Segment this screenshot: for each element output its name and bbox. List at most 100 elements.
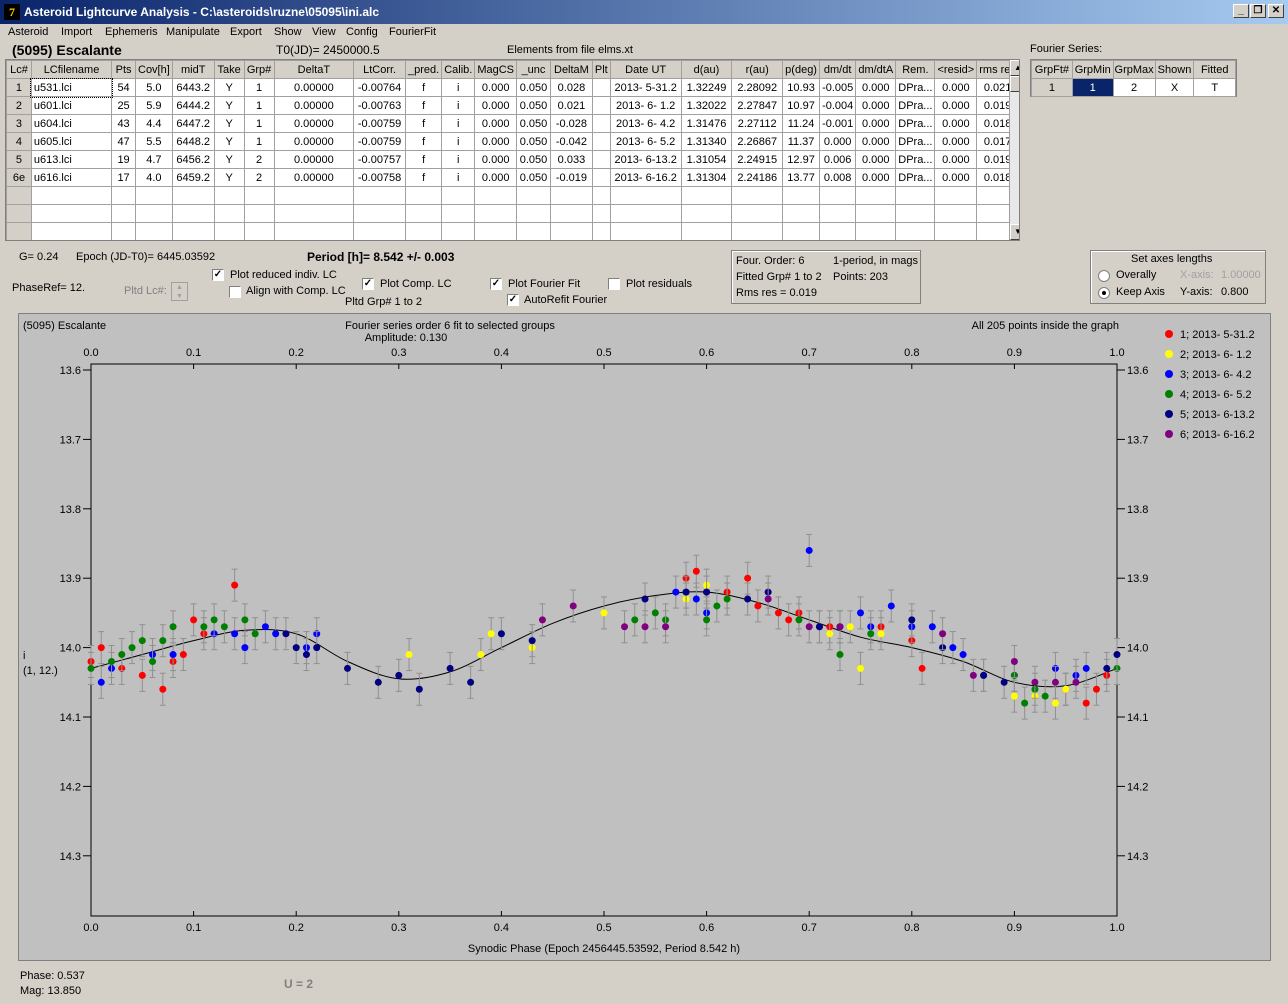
grid-cell[interactable]: 1.32022 [680, 96, 733, 115]
grid-cell-empty[interactable] [895, 204, 936, 223]
grid-cell[interactable]: 43 [111, 114, 136, 133]
grid-cell[interactable]: 0.050 [516, 78, 551, 97]
grid-cell[interactable]: i [441, 150, 476, 169]
grid-col-header[interactable]: rms res [976, 60, 1019, 79]
grid-cell[interactable]: 2013- 6- 1.2 [609, 96, 682, 115]
grid-cell-empty[interactable] [819, 204, 857, 223]
grid-cell-empty[interactable] [273, 204, 355, 223]
grid-cell[interactable]: 0.000 [934, 78, 978, 97]
grid-cell[interactable]: 11.37 [782, 132, 821, 151]
grid-cell[interactable]: 0.028 [549, 78, 593, 97]
grid-col-header[interactable]: LtCorr. [353, 60, 407, 79]
grid-cell[interactable]: 0.000 [855, 150, 897, 169]
lightcurve-plot[interactable]: (5095) Escalante Fourier series order 6 … [18, 313, 1271, 961]
grid-cell-empty[interactable] [819, 186, 857, 205]
grid-cell[interactable]: f [405, 96, 443, 115]
grid-cell[interactable]: 4.0 [135, 168, 173, 187]
row-header[interactable]: 3 [6, 114, 32, 133]
grid-cell-empty[interactable] [171, 222, 215, 240]
grid-cell[interactable] [591, 78, 611, 97]
grid-col-header[interactable]: d(au) [680, 60, 733, 79]
grid-cell[interactable]: Y [213, 132, 245, 151]
grid-cell-empty[interactable] [680, 186, 733, 205]
x-axis-value[interactable]: 1.00000 [1221, 269, 1261, 281]
grid-cell[interactable]: Y [213, 114, 245, 133]
grid-cell-empty[interactable] [934, 222, 978, 240]
grid-cell[interactable] [591, 96, 611, 115]
grid-cell[interactable]: 0.000 [819, 132, 857, 151]
grid-col-header[interactable]: Lc# [6, 60, 32, 79]
menu-manipulate[interactable]: Manipulate [166, 26, 220, 38]
lightcurve-grid[interactable]: Lc# LCfilename Pts Cov[h] midT Take Grp# DeltaT… [5, 59, 1020, 241]
grid-cell-empty[interactable] [474, 186, 518, 205]
grid-cell[interactable]: 2013- 6-16.2 [609, 168, 682, 187]
grid-cell[interactable]: 0.000 [934, 132, 978, 151]
grid-cell[interactable]: f [405, 150, 443, 169]
grid-cell[interactable]: 10.93 [782, 78, 821, 97]
menu-config[interactable]: Config [346, 26, 378, 38]
align-comp-checkbox[interactable] [229, 286, 241, 298]
y-axis-value[interactable]: 0.800 [1221, 286, 1249, 298]
grid-cell-empty[interactable] [135, 222, 173, 240]
grid-cell[interactable]: 6448.2 [171, 132, 215, 151]
row-header[interactable]: 1 [6, 78, 32, 97]
grid-cell[interactable]: DPra... [895, 132, 936, 151]
grid-cell[interactable]: 1 [243, 132, 275, 151]
grid-cell[interactable]: 0.000 [474, 114, 518, 133]
grid-cell[interactable]: 0.000 [934, 168, 978, 187]
grid-cell[interactable]: 17 [111, 168, 136, 187]
grid-cell[interactable]: 5.9 [135, 96, 173, 115]
grid-cell[interactable]: 0.008 [819, 168, 857, 187]
grid-cell[interactable]: 6456.2 [171, 150, 215, 169]
grid-cell[interactable]: 0.006 [819, 150, 857, 169]
menu-asteroid[interactable]: Asteroid [8, 26, 49, 38]
grid-cell-empty[interactable] [213, 222, 245, 240]
grid-cell-empty[interactable] [405, 204, 443, 223]
grid-col-header[interactable]: DeltaT [273, 60, 355, 79]
grid-cell[interactable]: 47 [111, 132, 136, 151]
table-row-empty[interactable] [6, 186, 1019, 205]
grid-cell[interactable]: 0.000 [855, 96, 897, 115]
grid-cell[interactable]: -0.005 [819, 78, 857, 97]
grid-cell[interactable]: 0.033 [549, 150, 593, 169]
scroll-down-icon[interactable]: ▼ [1010, 224, 1019, 240]
restore-button[interactable]: ❐ [1250, 4, 1266, 18]
grid-cell[interactable]: 0.000 [474, 96, 518, 115]
grid-cell-empty[interactable] [609, 204, 682, 223]
grid-cell-empty[interactable] [273, 186, 355, 205]
table-row-empty[interactable] [6, 222, 1019, 240]
grid-cell[interactable]: u531.lci [30, 77, 113, 98]
row-header[interactable]: 4 [6, 132, 32, 151]
grid-cell[interactable]: 0.00000 [273, 150, 355, 169]
grid-col-header[interactable]: Grp# [243, 60, 275, 79]
grid-cell[interactable]: u601.lci [30, 96, 113, 115]
grid-cell[interactable]: i [441, 78, 476, 97]
grid-cell[interactable]: DPra... [895, 150, 936, 169]
grid-cell[interactable]: 5.5 [135, 132, 173, 151]
grid-cell[interactable]: i [441, 114, 476, 133]
grid-cell[interactable] [591, 168, 611, 187]
grid-cell[interactable]: i [441, 132, 476, 151]
grid-cell-empty[interactable] [6, 186, 32, 205]
fs-cell-grpmin[interactable]: 1 [1071, 78, 1114, 97]
grid-cell[interactable]: 4.4 [135, 114, 173, 133]
grid-cell-empty[interactable] [516, 186, 551, 205]
grid-col-header[interactable]: Take [213, 60, 245, 79]
grid-cell[interactable]: 0.00000 [273, 78, 355, 97]
grid-col-header[interactable]: p(deg) [782, 60, 821, 79]
grid-cell-empty[interactable] [243, 222, 275, 240]
grid-cell[interactable]: 2013- 6- 5.2 [609, 132, 682, 151]
row-header[interactable]: 6e [6, 168, 32, 187]
grid-cell[interactable]: -0.004 [819, 96, 857, 115]
grid-cell[interactable]: 0.00000 [273, 114, 355, 133]
grid-cell[interactable]: 0.000 [855, 78, 897, 97]
plot-comp-checkbox[interactable]: ✓ [362, 278, 374, 290]
grid-cell-empty[interactable] [441, 186, 476, 205]
menu-export[interactable]: Export [230, 26, 262, 38]
table-row[interactable]: 6e u616.lci 17 4.0 6459.2 Y 2 0.00000 -0.00758 f i… [6, 168, 1019, 187]
grid-cell-empty[interactable] [111, 222, 136, 240]
grid-cell-empty[interactable] [855, 204, 897, 223]
grid-cell[interactable]: 19 [111, 150, 136, 169]
grid-cell-empty[interactable] [171, 186, 215, 205]
grid-cell[interactable]: 0.021 [549, 96, 593, 115]
